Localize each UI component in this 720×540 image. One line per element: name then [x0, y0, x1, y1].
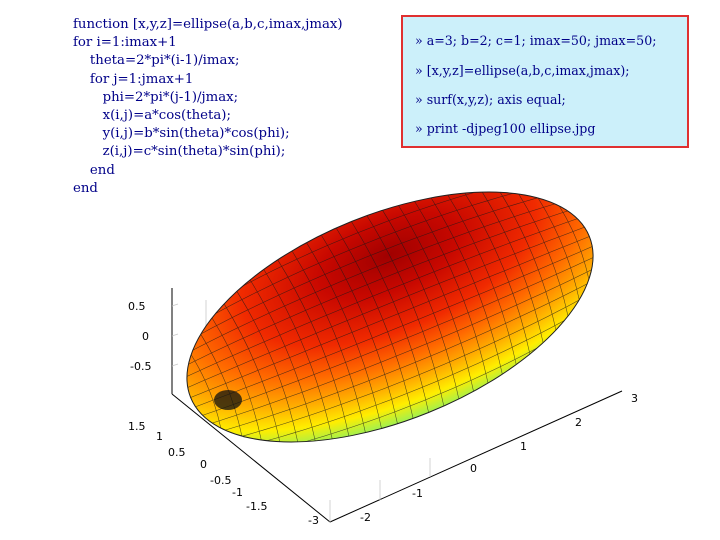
code-line: phi=2*pi*(j-1)/jmax; [73, 89, 239, 105]
code-line: y(i,j)=b*sin(theta)*cos(phi); [73, 126, 290, 142]
console-command: » a=3; b=2; c=1; imax=50; jmax=50; [415, 33, 657, 48]
x-tick-label: 3 [631, 392, 638, 405]
code-line: for i=1:imax+1 [73, 35, 177, 51]
z-tick-label: -0.5 [130, 360, 151, 373]
pole-point [214, 390, 242, 410]
ellipsoid-outline [186, 191, 594, 443]
y-tick-label: -1 [232, 486, 243, 499]
x-tick-label: 0 [470, 462, 477, 475]
code-line: z(i,j)=c*sin(theta)*sin(phi); [73, 144, 286, 160]
code-line: x(i,j)=a*cos(theta); [73, 108, 231, 124]
x-tick-label: 2 [575, 416, 582, 429]
x-tick-label: 1 [520, 440, 527, 453]
mesh-parallel [186, 226, 586, 389]
z-tick-label: 0 [142, 330, 149, 343]
y-tick-label: 0 [200, 458, 207, 471]
mesh-parallel [215, 286, 604, 444]
x-tick-label: -1 [412, 487, 423, 500]
y-tick-label: -1.5 [246, 500, 267, 513]
code-line: end [73, 180, 98, 196]
x-axis-line [329, 390, 623, 523]
y-tick-label: 1 [156, 430, 163, 443]
console-command: » surf(x,y,z); axis equal; [415, 92, 566, 107]
code-line: end [73, 162, 115, 178]
mesh-parallel [204, 265, 600, 426]
z-tick-label: 0.5 [128, 300, 146, 313]
code-line: for j=1:jmax+1 [73, 71, 194, 87]
code-line: theta=2*pi*(i-1)/imax; [73, 53, 240, 69]
x-tick-label: -3 [308, 514, 319, 527]
code-line: function [x,y,z]=ellipse(a,b,c,imax,jmax… [73, 17, 343, 32]
mesh-parallel [190, 236, 590, 398]
mesh-parallel [176, 190, 565, 348]
code-listing: function [x,y,z]=ellipse(a,b,c,imax,jmax… [73, 16, 343, 198]
command-window: » a=3; b=2; c=1; imax=50; jmax=50; » [x,… [401, 15, 689, 148]
x-tick-label: -2 [360, 511, 371, 524]
y-tick-label: 1.5 [128, 420, 146, 433]
y-tick-label: 0.5 [168, 446, 186, 459]
y-tick-label: -0.5 [210, 474, 231, 487]
console-command: » [x,y,z]=ellipse(a,b,c,imax,jmax); [415, 63, 630, 78]
mesh-parallel [209, 276, 602, 435]
console-command: » print -djpeg100 ellipse.jpg [415, 121, 596, 136]
mesh-parallel [180, 208, 576, 369]
mesh-parallel [178, 199, 571, 358]
mesh-parallel [183, 217, 581, 379]
y-axis-line [171, 393, 331, 523]
